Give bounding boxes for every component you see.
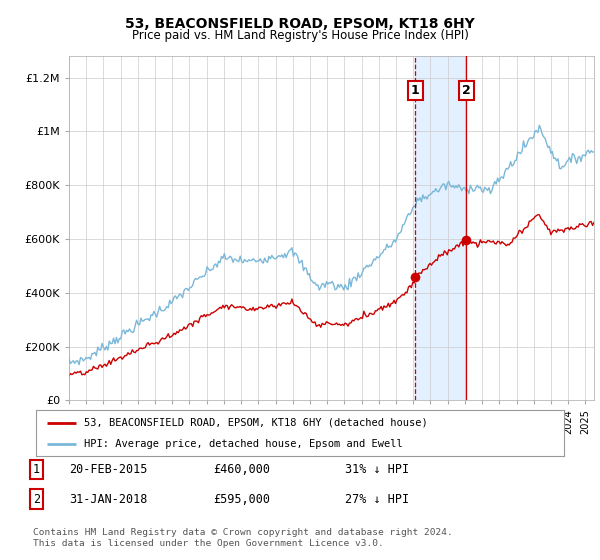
Text: 1: 1 — [33, 463, 40, 476]
Text: 20-FEB-2015: 20-FEB-2015 — [69, 463, 148, 476]
Bar — [415, 56, 466, 400]
Text: £595,000: £595,000 — [213, 493, 270, 506]
Text: Price paid vs. HM Land Registry's House Price Index (HPI): Price paid vs. HM Land Registry's House … — [131, 29, 469, 42]
Text: 27% ↓ HPI: 27% ↓ HPI — [345, 493, 409, 506]
Text: £460,000: £460,000 — [213, 463, 270, 476]
Text: 53, BEACONSFIELD ROAD, EPSOM, KT18 6HY (detached house): 53, BEACONSFIELD ROAD, EPSOM, KT18 6HY (… — [83, 418, 427, 428]
Text: Contains HM Land Registry data © Crown copyright and database right 2024.
This d: Contains HM Land Registry data © Crown c… — [33, 528, 453, 548]
Text: 31-JAN-2018: 31-JAN-2018 — [69, 493, 148, 506]
Text: 2: 2 — [33, 493, 40, 506]
Text: 2: 2 — [462, 84, 470, 97]
Text: 31% ↓ HPI: 31% ↓ HPI — [345, 463, 409, 476]
Text: HPI: Average price, detached house, Epsom and Ewell: HPI: Average price, detached house, Epso… — [83, 439, 402, 449]
Text: 53, BEACONSFIELD ROAD, EPSOM, KT18 6HY: 53, BEACONSFIELD ROAD, EPSOM, KT18 6HY — [125, 17, 475, 31]
Text: 1: 1 — [411, 84, 420, 97]
